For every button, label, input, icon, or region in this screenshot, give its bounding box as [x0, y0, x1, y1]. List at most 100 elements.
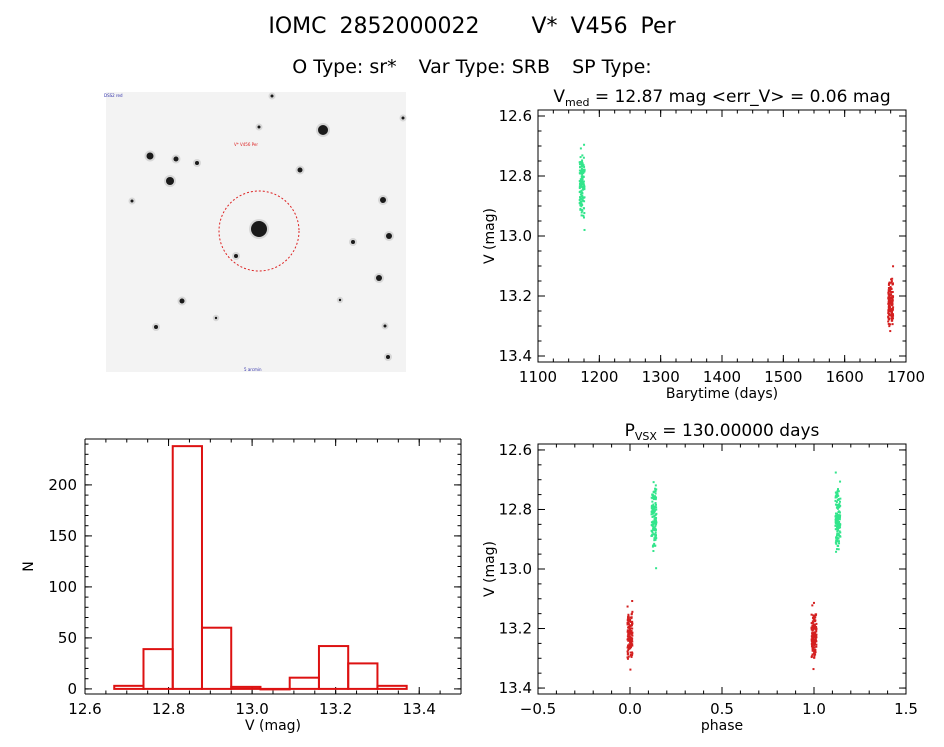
data-point: [652, 544, 655, 547]
data-point: [888, 296, 891, 299]
data-point: [891, 307, 894, 310]
data-point: [835, 550, 838, 553]
data-point: [836, 528, 839, 531]
data-point: [629, 651, 632, 654]
data-point: [811, 616, 814, 619]
data-point: [582, 180, 585, 183]
data-point: [580, 181, 583, 184]
data-point: [582, 156, 585, 159]
type-line: O Type: sr* Var Type: SRB SP Type:: [0, 56, 944, 78]
data-point: [811, 647, 814, 650]
data-point: [837, 490, 840, 493]
data-point: [838, 502, 841, 505]
data-point: [838, 521, 841, 524]
data-point: [654, 533, 657, 536]
data-point: [888, 307, 891, 310]
data-point: [890, 291, 893, 294]
star: [257, 125, 261, 129]
data-point: [888, 281, 891, 284]
data-point: [631, 600, 634, 603]
data-point: [650, 513, 653, 516]
y-tick-label: 12.6: [499, 107, 532, 125]
data-point: [651, 521, 654, 524]
data-point: [836, 489, 839, 492]
data-point: [837, 516, 840, 519]
data-point: [582, 196, 585, 199]
data-point: [887, 290, 890, 293]
data-point: [834, 499, 837, 502]
data-point: [654, 529, 657, 532]
data-point: [580, 170, 583, 173]
data-point: [579, 172, 582, 175]
data-point: [836, 517, 839, 520]
data-point: [627, 655, 630, 658]
data-point: [891, 297, 894, 300]
data-point: [653, 495, 656, 498]
data-point: [888, 295, 891, 298]
data-point: [654, 505, 657, 508]
y-tick-label: 12.8: [499, 167, 532, 185]
data-point: [630, 624, 633, 627]
data-point: [650, 529, 653, 532]
data-point: [888, 299, 891, 302]
data-point: [653, 510, 656, 513]
data-point: [631, 627, 634, 630]
data-point: [835, 519, 838, 522]
star: [214, 316, 218, 320]
data-point: [812, 636, 815, 639]
data-point: [888, 313, 891, 316]
data-point: [889, 308, 892, 311]
data-point: [579, 178, 582, 181]
star: [166, 177, 174, 185]
data-point: [654, 503, 657, 506]
x-axis-label: V (mag): [245, 718, 301, 734]
data-point: [891, 299, 894, 302]
star: [195, 161, 199, 165]
data-point: [838, 530, 841, 533]
data-point: [891, 283, 894, 286]
data-point: [629, 618, 632, 621]
page-title: IOMC 2852000022 V* V456 Per: [0, 14, 944, 39]
data-point: [651, 500, 654, 503]
data-point: [653, 537, 656, 540]
plot-frame: [537, 443, 907, 695]
data-point: [631, 643, 634, 646]
data-point: [838, 534, 841, 537]
object-id: IOMC 2852000022: [268, 14, 480, 39]
data-point: [630, 620, 633, 623]
x-tick-label: 12.8: [152, 700, 185, 718]
data-point: [835, 536, 838, 539]
data-point: [629, 654, 632, 657]
data-point: [651, 531, 654, 534]
data-point: [654, 487, 657, 490]
data-point: [581, 192, 584, 195]
data-point: [835, 506, 838, 509]
data-point: [887, 297, 890, 300]
histogram-bar: [288, 676, 320, 690]
x-tick-label: 13.2: [319, 700, 352, 718]
data-point: [631, 640, 634, 643]
data-point: [626, 605, 629, 608]
data-point: [579, 204, 582, 207]
data-point: [838, 504, 841, 507]
data-point: [812, 646, 815, 649]
star: [386, 233, 392, 239]
data-point: [815, 645, 818, 648]
x-tick-label: 1200: [580, 368, 618, 386]
data-point: [626, 656, 629, 659]
data-point: [578, 169, 581, 172]
data-point: [836, 536, 839, 539]
data-point: [628, 630, 631, 633]
data-point: [837, 540, 840, 543]
y-tick-label: 200: [48, 476, 77, 494]
data-point: [652, 521, 655, 524]
data-point: [810, 642, 813, 645]
data-point: [815, 613, 818, 616]
data-point: [834, 528, 837, 531]
data-point: [654, 502, 657, 505]
data-point: [581, 196, 584, 199]
y-tick-label: 150: [48, 527, 77, 545]
data-point: [651, 534, 654, 537]
data-point: [583, 200, 586, 203]
x-tick-label: −0.5: [520, 700, 556, 718]
